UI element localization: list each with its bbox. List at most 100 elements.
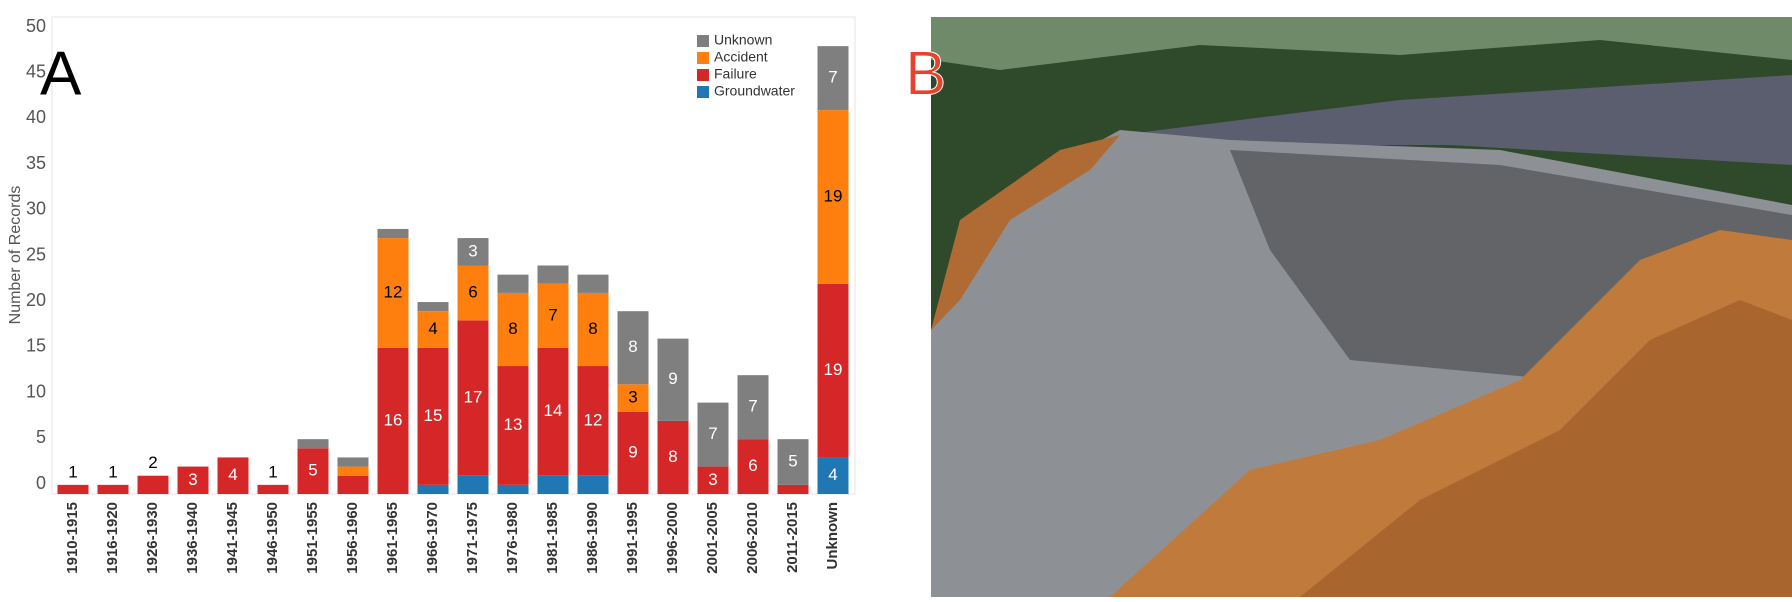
value-label: 1	[108, 462, 117, 481]
x-tick-label: 1910-1915	[64, 502, 81, 574]
bar-segment	[817, 110, 849, 284]
value-label: 19	[824, 360, 843, 379]
x-tick-label: 1966-1970	[424, 502, 441, 574]
value-label: 1	[268, 462, 277, 481]
value-label: 7	[748, 397, 757, 416]
bar-segment	[697, 466, 729, 494]
value-label: 9	[668, 369, 677, 388]
bar-segment	[777, 439, 809, 485]
value-label: 15	[424, 406, 443, 425]
x-tick-label: Unknown	[824, 502, 841, 570]
bar-segment	[57, 484, 89, 494]
legend-label: Unknown	[714, 32, 772, 48]
y-tick-label: 35	[26, 153, 46, 173]
bar-segment	[657, 338, 689, 421]
value-label: 3	[188, 470, 197, 489]
photo	[931, 17, 1792, 597]
bar-segment	[577, 366, 609, 476]
bar-segment	[537, 265, 569, 284]
bar-segment	[97, 484, 129, 494]
bar-segment	[817, 46, 849, 111]
bar-segment	[377, 238, 409, 348]
value-label: 3	[468, 241, 477, 260]
legend-swatch	[697, 35, 709, 47]
x-tick-label: 2011-2015	[784, 502, 801, 573]
bar-segment	[177, 466, 209, 494]
value-label: 7	[708, 424, 717, 443]
bar-segment	[537, 347, 569, 476]
legend-swatch	[697, 52, 709, 64]
value-label: 9	[628, 442, 637, 461]
x-tick-label: 1981-1985	[544, 502, 561, 574]
x-tick-label: 1956-1960	[344, 502, 361, 574]
y-tick-label: 45	[26, 61, 46, 81]
value-label: 2	[148, 453, 157, 472]
bar-segment	[457, 475, 489, 494]
x-tick-label: 1951-1955	[304, 502, 321, 574]
y-tick-label: 20	[26, 290, 46, 310]
value-label: 17	[464, 388, 483, 407]
legend-label: Accident	[714, 49, 768, 65]
x-tick-label: 1991-1995	[624, 502, 641, 574]
value-label: 4	[228, 465, 237, 484]
x-tick-label: 1996-2000	[664, 502, 681, 574]
y-axis-title: Number of Records	[7, 186, 24, 325]
bar-segment	[417, 311, 449, 348]
legend-swatch	[697, 86, 709, 98]
x-tick-label: 1916-1920	[104, 502, 121, 574]
bar-segment	[537, 475, 569, 494]
bar-segment	[497, 366, 529, 485]
bar-segment	[217, 457, 249, 494]
bar-segment	[777, 484, 809, 494]
bar-segment	[817, 283, 849, 458]
photo-sky	[931, 17, 1792, 70]
bar-segment	[817, 457, 849, 494]
y-tick-label: 15	[26, 336, 46, 356]
y-tick-label: 0	[36, 473, 46, 493]
value-label: 7	[548, 305, 557, 324]
value-label: 8	[668, 447, 677, 466]
bar-segment	[497, 274, 529, 293]
y-tick-label: 25	[26, 244, 46, 264]
bar-segment	[577, 292, 609, 367]
value-label: 6	[748, 456, 757, 475]
value-label: 3	[708, 470, 717, 489]
value-label: 4	[428, 319, 437, 338]
bar-segment	[457, 320, 489, 476]
bar-segment	[417, 484, 449, 494]
value-label: 7	[828, 68, 837, 87]
bar-segment	[737, 439, 769, 494]
photo-soil-shade	[1300, 300, 1792, 597]
y-tick-label: 10	[26, 381, 46, 401]
bar-segment	[737, 375, 769, 440]
bar-segment	[617, 384, 649, 412]
y-tick-label: 50	[26, 16, 46, 36]
value-label: 8	[508, 319, 517, 338]
x-tick-label: 1941-1945	[224, 502, 241, 574]
bar-segment	[337, 475, 369, 494]
value-label: 8	[628, 337, 637, 356]
panel-label: A	[40, 39, 82, 108]
value-label: 16	[384, 410, 403, 429]
value-label: 4	[828, 465, 837, 484]
value-label: 5	[788, 451, 797, 470]
y-tick-label: 40	[26, 107, 46, 127]
bar-segment	[337, 466, 369, 476]
x-tick-label: 1961-1965	[384, 502, 401, 574]
bar-segment	[297, 448, 329, 494]
x-tick-label: 1926-1930	[144, 502, 161, 574]
bar-segment	[377, 347, 409, 494]
value-label: 6	[468, 282, 477, 301]
bar-segment	[457, 238, 489, 266]
x-tick-label: 1971-1975	[464, 502, 481, 574]
x-tick-label: 1986-1990	[584, 502, 601, 574]
value-label: 19	[824, 186, 843, 205]
bar-segment	[617, 311, 649, 385]
bar-segment	[417, 302, 449, 312]
y-tick-label: 5	[36, 427, 46, 447]
bar-segment	[697, 402, 729, 467]
value-label: 5	[308, 461, 317, 480]
legend-label: Failure	[714, 66, 757, 82]
